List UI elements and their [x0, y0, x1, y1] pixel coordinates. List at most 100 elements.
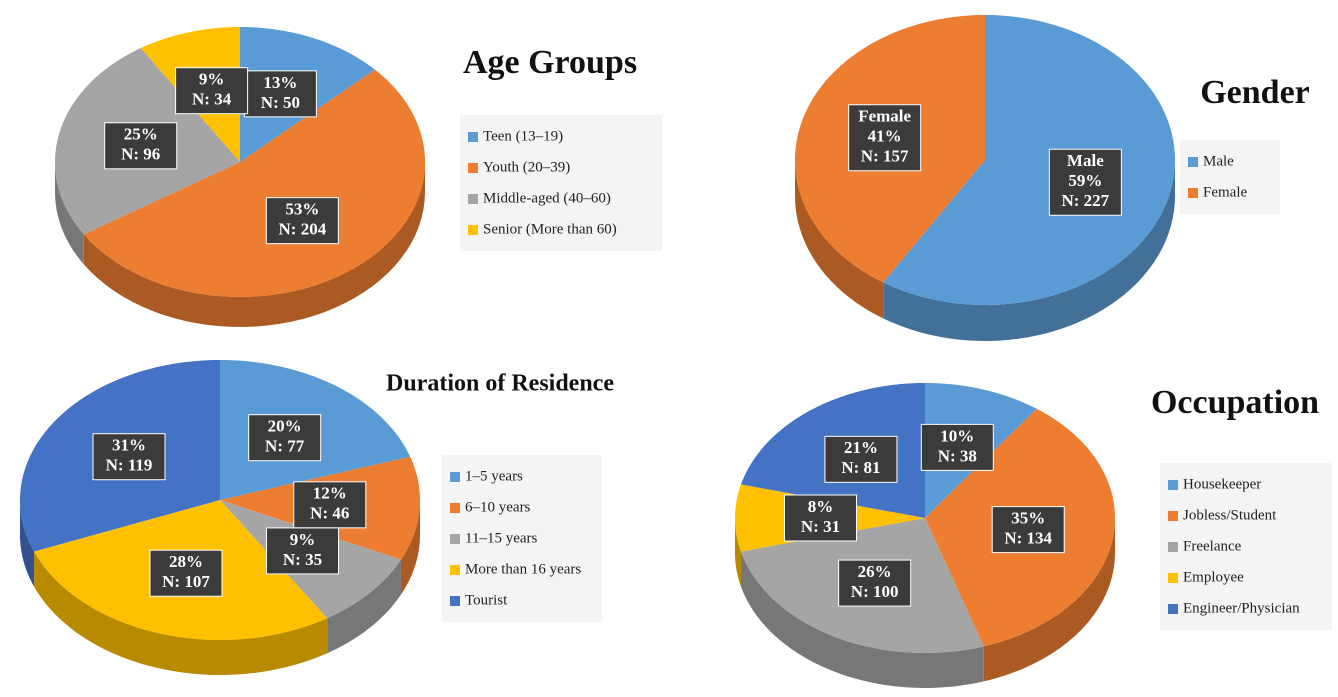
- label-box: [838, 559, 912, 607]
- data-label: N: 35: [283, 550, 322, 569]
- legend-swatch: [450, 596, 460, 606]
- data-label: 25%: [124, 125, 158, 144]
- data-label: 28%: [169, 552, 203, 571]
- legend-label: Female: [1203, 184, 1247, 200]
- legend-swatch: [1168, 480, 1178, 490]
- legend-label: 1–5 years: [465, 468, 523, 484]
- data-label: N: 31: [801, 517, 840, 536]
- label-box: [104, 122, 178, 170]
- chart-title: Occupation: [1151, 384, 1319, 421]
- label-box: [848, 104, 922, 172]
- legend-box: [1160, 463, 1332, 630]
- legend-swatch: [1168, 511, 1178, 521]
- legend-swatch: [1168, 604, 1178, 614]
- data-label: N: 107: [162, 572, 210, 591]
- label-box: [824, 435, 898, 483]
- legend-swatch: [468, 225, 478, 235]
- legend-label: Senior (More than 60): [483, 221, 617, 237]
- data-label: N: 134: [1004, 529, 1052, 548]
- chart-title: Age Groups: [463, 44, 637, 81]
- slice-side: [83, 162, 426, 327]
- label-box: [784, 494, 857, 542]
- data-label: 59%: [1068, 171, 1102, 190]
- data-label: 8%: [808, 497, 834, 516]
- legend-label: Engineer/Physician: [1183, 600, 1300, 616]
- legend-swatch: [468, 163, 478, 173]
- legend-swatch: [1168, 573, 1178, 583]
- legend-swatch: [450, 472, 460, 482]
- legend-swatch: [1188, 157, 1198, 167]
- slice: [883, 15, 1175, 305]
- label-box: [92, 433, 166, 481]
- legend-swatch: [450, 565, 460, 575]
- slice-side: [327, 559, 401, 654]
- slice-side: [735, 518, 741, 587]
- legend-box: [442, 455, 602, 622]
- legend-swatch: [1168, 542, 1178, 552]
- chart-title: Gender: [1200, 74, 1310, 111]
- legend-label: More than 16 years: [465, 561, 581, 577]
- data-label: N: 100: [851, 582, 899, 601]
- legend-label: Youth (20–39): [483, 159, 570, 175]
- legend-label: Employee: [1183, 569, 1244, 585]
- data-label: 26%: [858, 562, 892, 581]
- data-label: N: 81: [841, 458, 880, 477]
- legend-label: Tourist: [465, 592, 508, 608]
- data-label: N: 119: [106, 456, 153, 475]
- slice-side: [20, 500, 35, 587]
- data-label: 53%: [285, 200, 319, 219]
- label-box: [248, 414, 322, 462]
- legend-label: Freelance: [1183, 538, 1242, 554]
- legend-swatch: [468, 194, 478, 204]
- data-label: 21%: [844, 438, 878, 457]
- slice-side: [55, 162, 84, 265]
- data-label: 12%: [313, 484, 347, 503]
- label-box: [920, 423, 994, 471]
- legend-box: [460, 115, 662, 251]
- label-box: [149, 549, 223, 597]
- data-label: Female: [858, 107, 911, 126]
- data-label: 41%: [868, 127, 902, 146]
- data-label: 10%: [940, 426, 974, 445]
- data-label: 35%: [1011, 509, 1045, 528]
- data-label: N: 227: [1061, 191, 1109, 210]
- data-label: 9%: [290, 530, 316, 549]
- label-box: [175, 67, 249, 115]
- data-label: N: 34: [192, 90, 232, 109]
- slice-side: [740, 551, 984, 688]
- legend-label: Male: [1203, 153, 1234, 169]
- label-box: [1048, 148, 1122, 216]
- legend-box: [1180, 140, 1280, 214]
- legend-label: Middle-aged (40–60): [483, 190, 611, 206]
- legend-swatch: [468, 132, 478, 142]
- data-label: 20%: [268, 417, 302, 436]
- slice: [83, 69, 425, 297]
- data-label: Male: [1067, 151, 1104, 170]
- data-label: 13%: [263, 73, 297, 92]
- slice-side: [34, 551, 328, 675]
- slice-side: [983, 518, 1115, 682]
- legend-label: Teen (13–19): [483, 128, 563, 144]
- legend-swatch: [450, 534, 460, 544]
- data-label: N: 50: [261, 93, 300, 112]
- data-label: N: 38: [938, 446, 977, 465]
- legend-swatch: [450, 503, 460, 513]
- legend-label: 6–10 years: [465, 499, 531, 515]
- data-label: N: 157: [861, 147, 909, 166]
- legend-label: 11–15 years: [465, 530, 538, 546]
- data-label: N: 46: [310, 504, 349, 523]
- data-label: N: 96: [121, 145, 160, 164]
- data-label: 31%: [112, 436, 146, 455]
- slice-side: [795, 160, 884, 319]
- data-label: N: 204: [279, 220, 327, 239]
- label-box: [243, 70, 317, 118]
- data-label: 9%: [199, 70, 225, 89]
- chart-title: Duration of Residence: [386, 371, 614, 397]
- label-box: [991, 506, 1065, 554]
- slice-side: [883, 160, 1175, 341]
- label-box: [265, 197, 339, 245]
- legend-swatch: [1188, 188, 1198, 198]
- legend-label: Housekeeper: [1183, 476, 1261, 492]
- slice-side: [400, 500, 420, 595]
